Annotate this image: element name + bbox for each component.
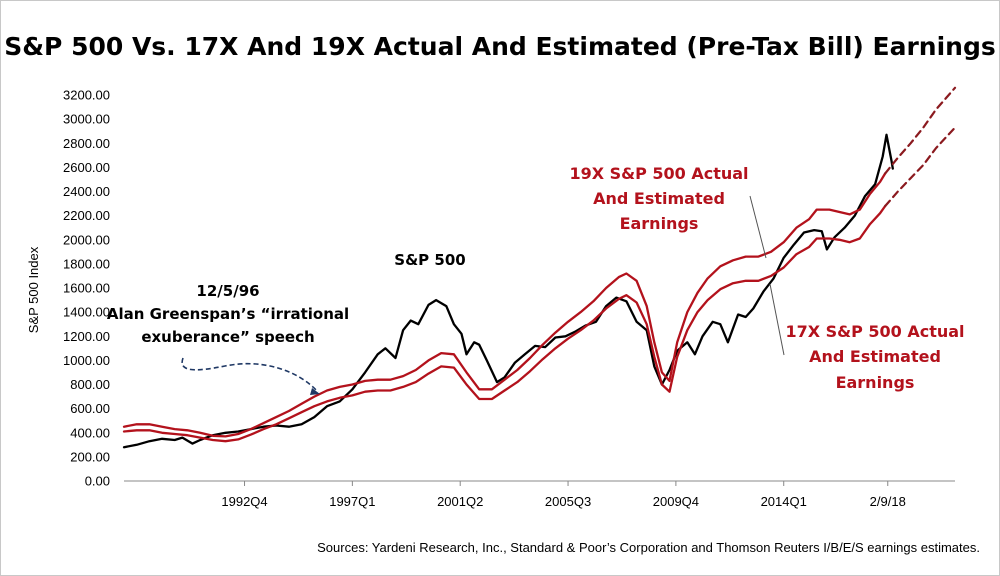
pointer-19x [749,195,767,259]
x-tick-label: 2014Q1 [761,494,807,509]
y-tick-label: 1000.00 [63,353,110,368]
y-axis-label: S&P 500 Index [26,246,41,333]
y-tick-label: 1200.00 [63,329,110,344]
x-axis-ticks: 1992Q4 1997Q1 2001Q2 2005Q3 2009Q4 2014Q1 2/9/… [221,481,906,509]
y-tick-label: 2800.00 [63,136,110,151]
series-line-1 [122,172,887,438]
annotation-17x-line3: Earnings [836,373,915,392]
y-tick-label: 200.00 [70,449,110,464]
annotation-greenspan-line1: Alan Greenspan’s “irrational [107,305,349,323]
y-tick-label: 400.00 [70,425,110,440]
x-tick-label: 1997Q1 [329,494,375,509]
y-tick-label: 2400.00 [63,184,110,199]
y-axis-ticks: 0.00 200.00 400.00 600.00 800.00 1000.00 1200.… [63,88,110,489]
annotation-17x-line2: And Estimated [809,347,941,366]
series-lines [122,86,957,449]
y-tick-label: 3000.00 [63,112,110,127]
pointer-17x [769,283,785,356]
y-tick-label: 800.00 [70,377,110,392]
chart-title: S&P 500 Vs. 17X And 19X Actual And Estim… [4,32,996,61]
annotation-19x-line3: Earnings [620,214,699,233]
y-tick-label: 0.00 [85,474,110,489]
annotation-greenspan-line2: exuberance” speech [141,328,314,346]
greenspan-arrowhead [310,388,320,395]
x-tick-label: 2009Q4 [653,494,699,509]
x-tick-label: 2001Q2 [437,494,483,509]
series-line-2 [122,204,887,443]
greenspan-arrow [181,357,319,393]
annotation-greenspan-date: 12/5/96 [196,282,259,300]
source-note: Sources: Yardeni Research, Inc., Standar… [317,540,980,555]
y-tick-label: 2200.00 [63,208,110,223]
series-line-3 [884,86,957,175]
y-tick-label: 1800.00 [63,256,110,271]
x-tick-label: 2005Q3 [545,494,591,509]
series-line-4 [884,126,957,208]
x-tick-label: 2/9/18 [870,494,906,509]
y-tick-label: 2600.00 [63,160,110,175]
annotation-sp500: S&P 500 [394,251,465,269]
y-tick-label: 2000.00 [63,232,110,247]
annotation-19x-line2: And Estimated [593,189,725,208]
y-tick-label: 3200.00 [63,88,110,103]
annotation-17x-line1: 17X S&P 500 Actual [785,322,964,341]
y-tick-label: 1600.00 [63,281,110,296]
y-tick-label: 600.00 [70,401,110,416]
x-tick-label: 1992Q4 [221,494,267,509]
y-tick-label: 1400.00 [63,305,110,320]
annotation-19x-line1: 19X S&P 500 Actual [569,164,748,183]
